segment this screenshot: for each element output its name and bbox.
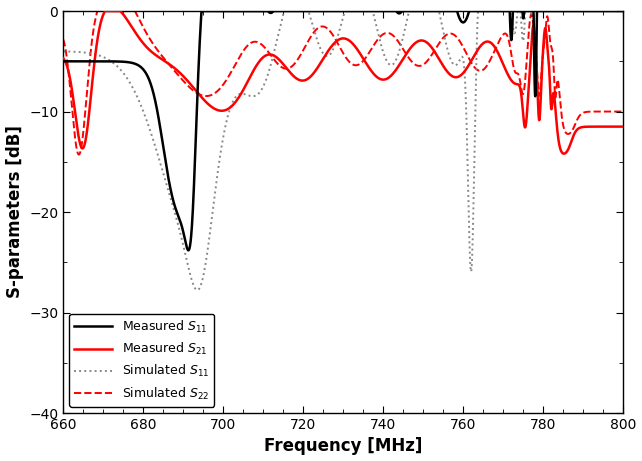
X-axis label: Frequency [MHz]: Frequency [MHz] xyxy=(264,437,422,455)
Y-axis label: S-parameters [dB]: S-parameters [dB] xyxy=(6,125,24,298)
Legend: Measured $S_{11}$, Measured $S_{21}$, Simulated $S_{11}$, Simulated $S_{22}$: Measured $S_{11}$, Measured $S_{21}$, Si… xyxy=(69,313,214,407)
